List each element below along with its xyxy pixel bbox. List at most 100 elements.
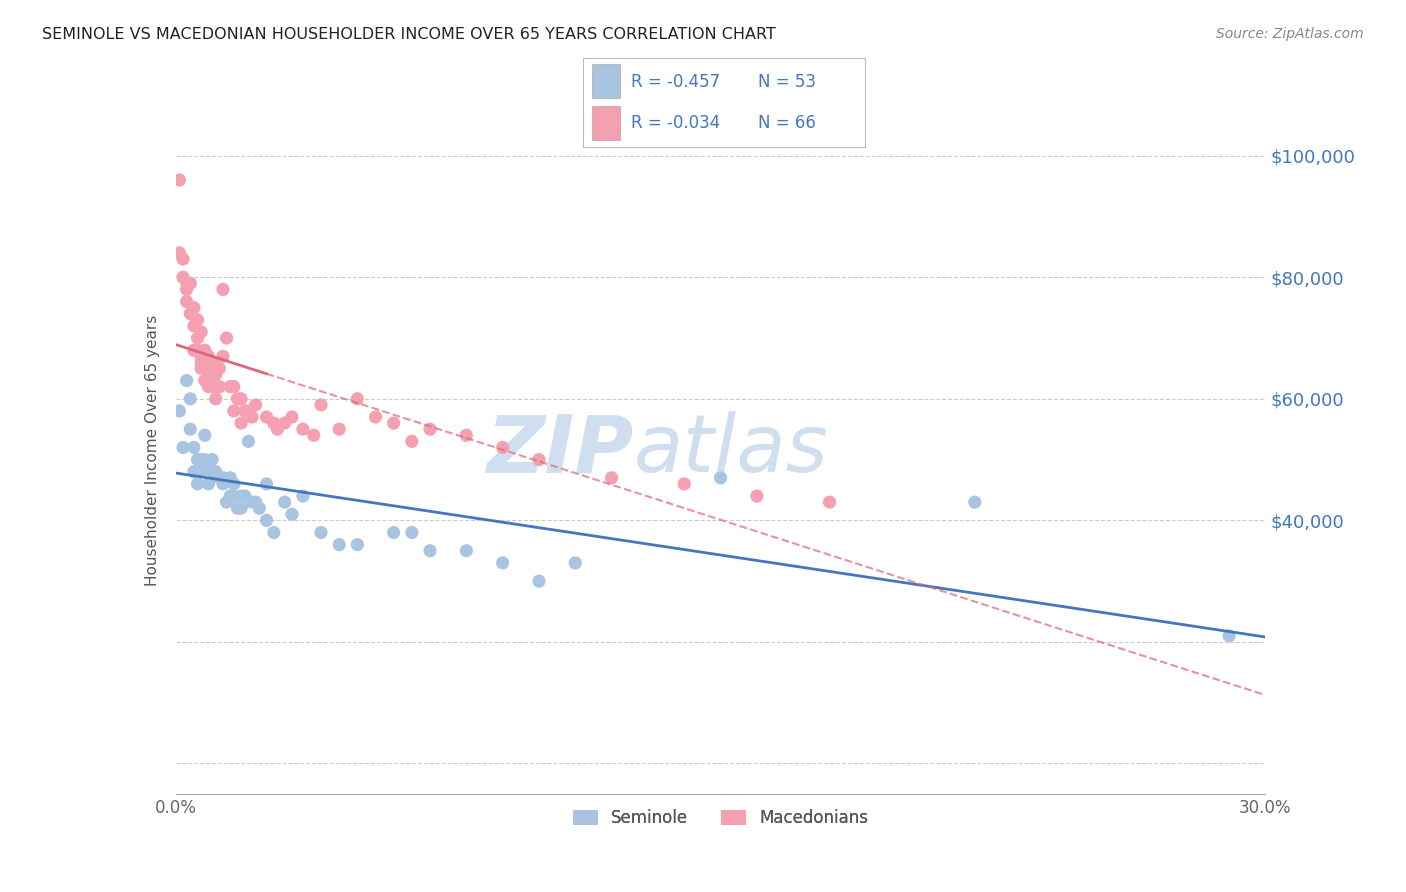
Point [190, 452, 212, 467]
Point [183, 343, 205, 358]
Point [291, 489, 314, 503]
Point [346, 538, 368, 552]
Point [456, 543, 478, 558]
Point [201, 361, 224, 376]
Point [194, 452, 217, 467]
Point [673, 476, 696, 491]
Text: R = -0.034: R = -0.034 [631, 114, 720, 132]
Point [219, 471, 242, 485]
Point [527, 574, 550, 589]
Point [963, 495, 986, 509]
Point [169, 173, 191, 187]
Point [176, 374, 198, 388]
Point [183, 465, 205, 479]
Point [233, 489, 256, 503]
Point [169, 246, 191, 260]
Point [419, 543, 441, 558]
Point [179, 422, 201, 436]
Point [201, 379, 224, 393]
Point [233, 404, 256, 418]
Text: N = 66: N = 66 [758, 114, 815, 132]
Point [527, 452, 550, 467]
Point [231, 501, 253, 516]
Point [179, 307, 201, 321]
Point [328, 538, 350, 552]
Point [818, 495, 841, 509]
Point [212, 349, 235, 363]
Point [346, 392, 368, 406]
Point [600, 471, 623, 485]
Point [186, 343, 209, 358]
Point [291, 422, 314, 436]
Point [274, 416, 297, 430]
Point [172, 441, 194, 455]
Point [194, 343, 217, 358]
Point [222, 489, 245, 503]
Point [212, 471, 235, 485]
Point [492, 441, 515, 455]
Text: R = -0.457: R = -0.457 [631, 73, 720, 91]
Point [309, 398, 332, 412]
Point [190, 325, 212, 339]
Point [204, 392, 226, 406]
Point [456, 428, 478, 442]
Point [186, 452, 209, 467]
FancyBboxPatch shape [592, 64, 620, 98]
Point [208, 379, 231, 393]
Point [401, 525, 423, 540]
Point [176, 294, 198, 309]
Point [190, 361, 212, 376]
Point [197, 458, 219, 473]
Point [172, 270, 194, 285]
Point [222, 379, 245, 393]
Point [212, 476, 235, 491]
Point [309, 525, 332, 540]
Point [197, 349, 219, 363]
Point [190, 349, 212, 363]
Point [169, 404, 191, 418]
Point [179, 392, 201, 406]
Point [201, 355, 224, 369]
Point [201, 465, 224, 479]
Point [231, 416, 253, 430]
Point [183, 301, 205, 315]
Point [256, 513, 278, 527]
Point [197, 476, 219, 491]
Text: atlas: atlas [633, 411, 828, 490]
Point [176, 282, 198, 296]
Point [215, 495, 238, 509]
Legend: Seminole, Macedonians: Seminole, Macedonians [565, 802, 876, 834]
Point [564, 556, 586, 570]
Point [382, 525, 405, 540]
Point [256, 410, 278, 425]
Text: N = 53: N = 53 [758, 73, 815, 91]
Point [274, 495, 297, 509]
Point [238, 434, 260, 449]
Point [302, 428, 325, 442]
Text: SEMINOLE VS MACEDONIAN HOUSEHOLDER INCOME OVER 65 YEARS CORRELATION CHART: SEMINOLE VS MACEDONIAN HOUSEHOLDER INCOM… [42, 27, 776, 42]
Point [204, 465, 226, 479]
Point [194, 374, 217, 388]
Point [245, 495, 267, 509]
Point [186, 312, 209, 326]
Point [197, 379, 219, 393]
Point [201, 452, 224, 467]
Text: Source: ZipAtlas.com: Source: ZipAtlas.com [1216, 27, 1364, 41]
Point [194, 361, 217, 376]
Point [240, 410, 263, 425]
Point [222, 404, 245, 418]
Point [186, 476, 209, 491]
Point [226, 501, 249, 516]
Point [186, 331, 209, 345]
Point [263, 525, 285, 540]
Point [364, 410, 387, 425]
Point [710, 471, 733, 485]
Point [382, 416, 405, 430]
Point [263, 416, 285, 430]
Point [179, 277, 201, 291]
Point [238, 404, 260, 418]
Point [176, 277, 198, 291]
Point [401, 434, 423, 449]
Point [172, 252, 194, 266]
Point [215, 331, 238, 345]
